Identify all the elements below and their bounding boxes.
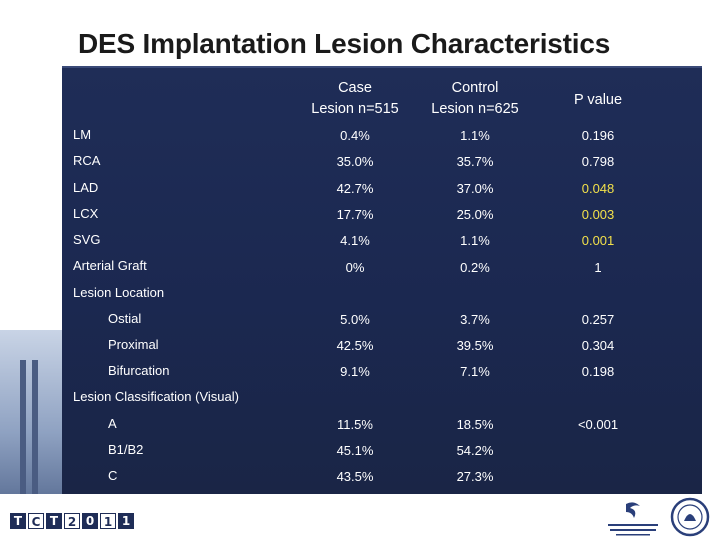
bridge-tower-right — [32, 360, 38, 500]
row-label: Arterial Graft — [73, 258, 147, 273]
crf-logo — [608, 502, 658, 536]
p-value: 0.003 — [581, 207, 615, 222]
header-control-line1: Control — [451, 80, 499, 96]
p-value: 0.196 — [581, 128, 615, 143]
tct-logo-char: 0 — [82, 513, 98, 529]
tct-logo-char: T — [10, 513, 26, 529]
header-case-line2: Lesion n=515 — [311, 101, 399, 117]
header-case: Case Lesion n=515 — [311, 78, 398, 120]
header-control-line2: Lesion n=625 — [431, 101, 519, 117]
tct-logo-char: 1 — [118, 513, 134, 529]
row-label: Bifurcation — [108, 363, 170, 378]
header-case-line1: Case — [338, 80, 372, 96]
control-value: 25.0% — [456, 207, 494, 222]
case-value: 11.5% — [337, 417, 373, 432]
control-value: 18.5% — [456, 417, 494, 432]
row-label: LM — [73, 127, 92, 142]
row-label: LAD — [73, 180, 99, 195]
p-value: 0.198 — [581, 364, 615, 379]
row-label: A — [108, 416, 117, 431]
case-value: 0.4% — [340, 128, 370, 143]
row-label: LCX — [73, 206, 99, 221]
section-heading-lesion-classification: Lesion Classification (Visual) — [73, 389, 239, 404]
control-value: 39.5% — [456, 338, 494, 353]
p-value: <0.001 — [577, 417, 619, 432]
p-value: 0.304 — [581, 338, 615, 353]
title-divider — [62, 66, 702, 68]
row-label: Ostial — [108, 311, 142, 326]
p-value: 0.001 — [581, 233, 615, 248]
p-value: 0.048 — [581, 181, 615, 196]
tct-logo-char: T — [46, 513, 62, 529]
row-label: C — [108, 468, 118, 483]
table-panel — [62, 68, 702, 494]
tct-logo-char: 2 — [64, 513, 80, 529]
case-value: 42.7% — [336, 181, 374, 196]
case-value: 43.5% — [336, 469, 374, 484]
bridge-background-image — [0, 330, 62, 500]
row-label: Proximal — [108, 337, 159, 352]
row-label: RCA — [73, 153, 101, 168]
tct-logo-char: 1 — [100, 513, 116, 529]
case-value: 0% — [345, 260, 365, 275]
section-heading-lesion-location: Lesion Location — [73, 285, 165, 300]
case-value: 4.1% — [340, 233, 370, 248]
row-label: SVG — [73, 232, 101, 247]
row-label: B1/B2 — [108, 442, 144, 457]
slide-title: DES Implantation Lesion Characteristics — [78, 28, 611, 59]
header-pvalue: P value — [573, 92, 623, 108]
case-value: 35.0% — [336, 154, 374, 169]
control-value: 1.1% — [460, 233, 490, 248]
control-value: 7.1% — [460, 364, 490, 379]
seal-logo — [670, 497, 710, 537]
control-value: 0.2% — [460, 260, 490, 275]
case-value: 42.5% — [336, 338, 374, 353]
case-value: 9.1% — [340, 364, 370, 379]
bridge-tower-left — [20, 360, 26, 500]
p-value: 0.798 — [581, 154, 615, 169]
control-value: 54.2% — [456, 443, 494, 458]
tct-logo-char: C — [28, 513, 44, 529]
control-value: 27.3% — [456, 469, 494, 484]
case-value: 45.1% — [336, 443, 374, 458]
header-control: Control Lesion n=625 — [431, 78, 518, 120]
p-value: 0.257 — [581, 312, 615, 327]
control-value: 35.7% — [456, 154, 494, 169]
control-value: 1.1% — [460, 128, 490, 143]
control-value: 37.0% — [456, 181, 494, 196]
p-value: 1 — [594, 260, 602, 275]
case-value: 17.7% — [336, 207, 374, 222]
control-value: 3.7% — [460, 312, 490, 327]
case-value: 5.0% — [340, 312, 370, 327]
